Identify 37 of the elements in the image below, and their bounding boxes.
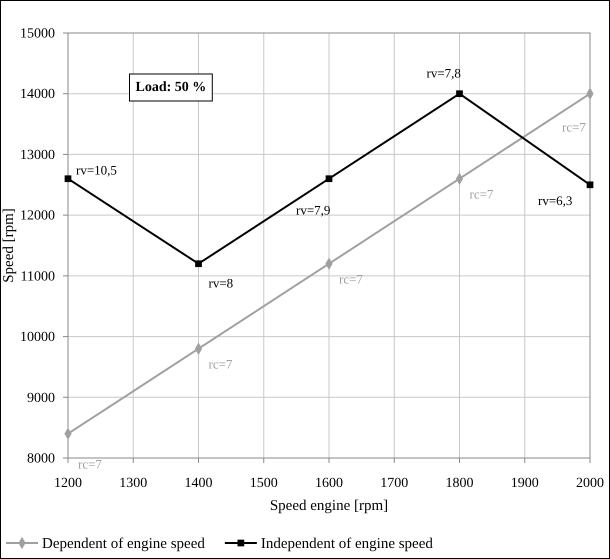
annotation: rc=7	[208, 356, 233, 372]
annotation: rv=10,5	[76, 162, 117, 178]
x-tick-label: 1400	[184, 476, 212, 491]
annotation: rc=7	[470, 186, 494, 202]
y-tick-label: 10000	[20, 330, 55, 346]
point	[586, 181, 594, 188]
y-tick-label: 13000	[20, 148, 55, 163]
y-axis-title: Speed [rpm]	[1, 208, 17, 283]
x-tick-label: 1300	[119, 476, 148, 491]
x-tick-label: 1700	[380, 476, 408, 491]
y-tick-label: 9000	[27, 390, 55, 406]
y-tick-label: 11000	[20, 269, 55, 284]
annotation: rv=6,3	[538, 192, 572, 208]
annotation: rc=7	[339, 272, 364, 287]
point	[326, 175, 332, 182]
x-tick-label: 2000	[576, 476, 604, 491]
x-tick-label: 1500	[250, 476, 278, 491]
annotation: rv=7,8	[426, 66, 461, 81]
point	[456, 90, 463, 98]
legend-label: Dependent of engine speed	[42, 536, 206, 552]
y-tick-label: 12000	[20, 208, 55, 224]
x-tick-label: 1900	[510, 476, 539, 491]
x-tick-label: 1200	[54, 476, 82, 491]
x-axis-title: Speed engine [rpm]	[270, 498, 388, 514]
point	[64, 175, 72, 182]
y-tick-label: 14000	[20, 87, 55, 102]
annotation: rc=7	[78, 456, 102, 472]
annotation: rc=7	[562, 120, 586, 135]
x-tick-label: 1600	[315, 476, 343, 491]
annotation: rv=8	[208, 276, 234, 291]
legend-label: Independent of engine speed	[260, 536, 434, 552]
annotation: Load: 50 %	[136, 80, 206, 95]
y-tick-label: 15000	[20, 26, 55, 42]
point	[195, 260, 202, 268]
annotation: rv=7,9	[296, 202, 330, 218]
x-tick-label: 1800	[446, 476, 474, 491]
y-tick-label: 8000	[27, 451, 55, 466]
